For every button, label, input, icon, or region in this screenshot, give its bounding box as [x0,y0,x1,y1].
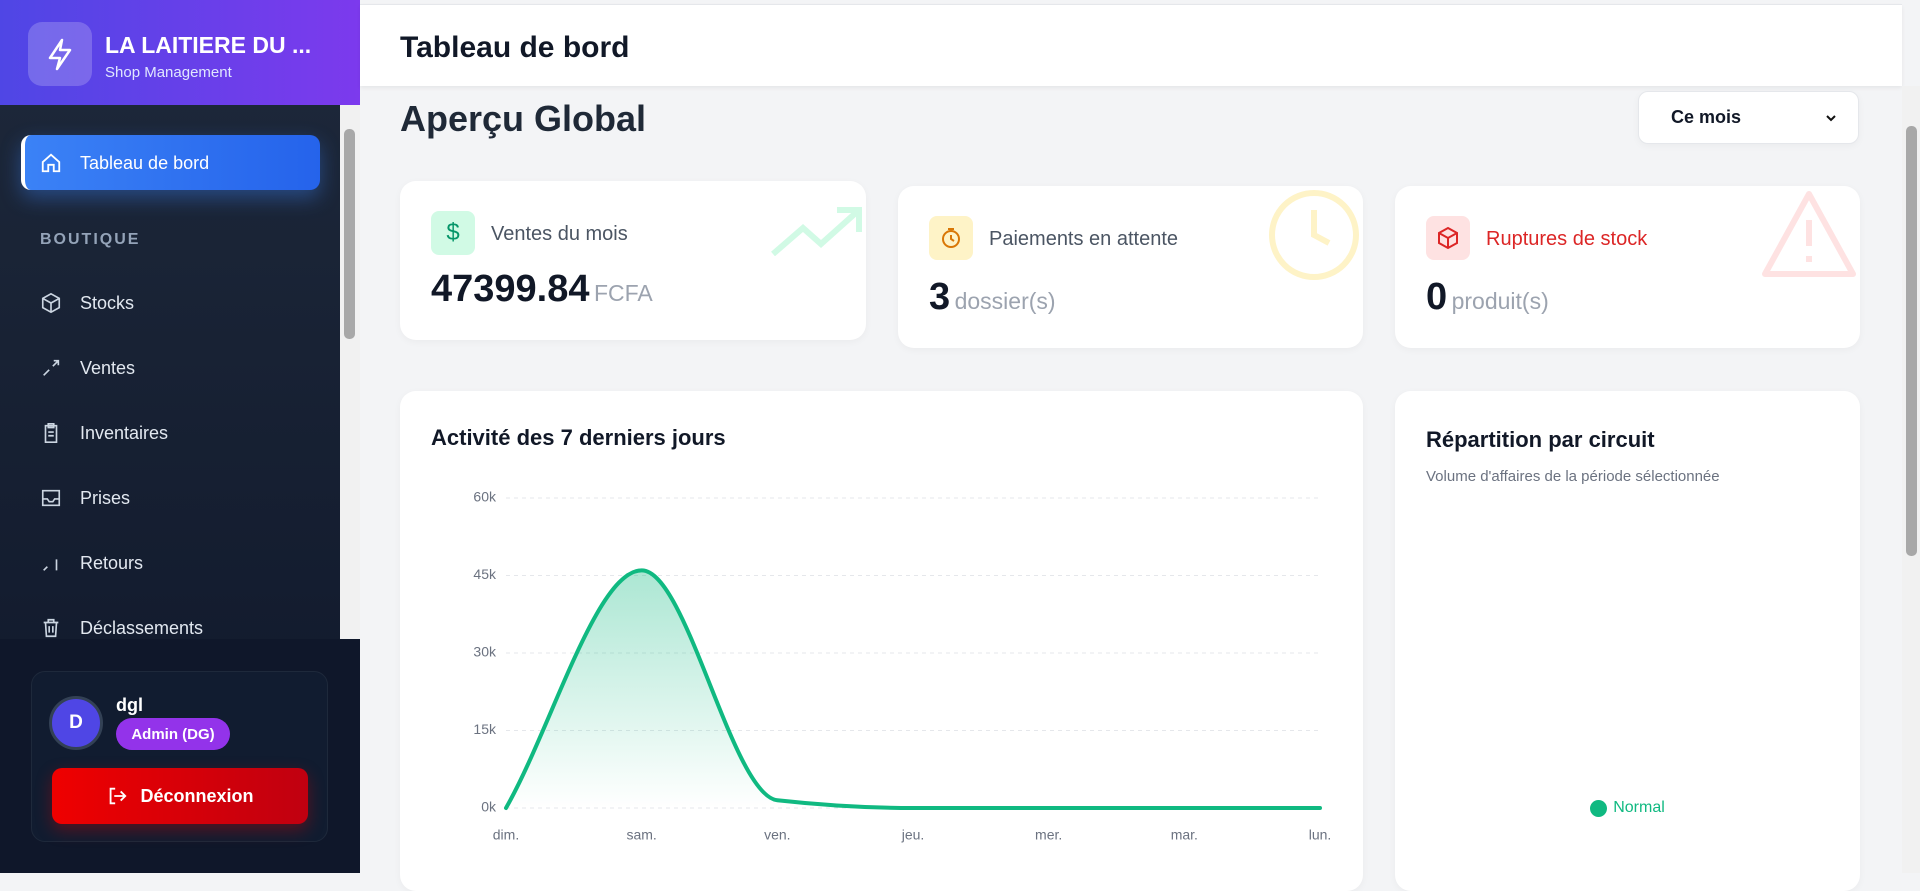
brand-name: LA LAITIERE DU ... [105,32,312,58]
stat-unit: dossier(s) [954,288,1056,314]
x-tick-label: lun. [1309,827,1332,843]
line-chart: Activité des 7 derniers jours 0k 15k 30k 45… [431,425,1332,843]
clipboard-icon [44,423,58,443]
chevron [1826,114,1836,121]
stat-unit: FCFA [593,280,653,306]
scroll-thumb[interactable] [1906,126,1917,556]
stat-label: Ruptures de stock [1486,228,1648,250]
package-glyph [1438,226,1458,250]
sidebar: LA LAITIERE DU ... Shop Management Table… [0,0,360,873]
circuit-subtitle: Volume d'affaires de la période sélectio… [1426,468,1720,485]
clock-glyph [942,228,960,248]
circuit-title: Répartition par circuit [1426,427,1655,452]
x-tick-label: jeu. [901,827,925,843]
stat-value: 0 [1426,276,1448,318]
return-icon [43,559,58,571]
logout-icon [110,787,128,805]
dollar-icon: $ [431,211,475,255]
scroll-thumb[interactable] [344,129,355,339]
user-panel: D dgl Admin (DG) Déconnexion [0,639,360,873]
x-tick-label: mar. [1171,827,1198,843]
nav-item[interactable]: Stocks [40,288,134,318]
legend: Normal [1395,799,1860,817]
trend-decor [771,207,862,256]
area [506,570,1320,808]
clock-decor [1269,190,1359,280]
period-select[interactable]: Ce mois [1638,91,1859,144]
clock-icon [929,216,973,260]
nav-item[interactable]: Inventaires [40,418,168,448]
period-label: Ce mois [1671,107,1742,127]
nav-label: Prises [80,487,131,508]
stat-value: 47399.84 [431,268,590,310]
stat-value: 3 [929,276,951,318]
top-header: Tableau de bord [360,4,1902,86]
stat-label: Ventes du mois [491,223,628,245]
stat-card: Ruptures de stock 0 produit(s) [1395,186,1860,348]
logout-button[interactable]: Déconnexion [52,768,308,824]
nav-item[interactable]: Ventes [40,353,135,383]
stat-value-row: 47399.84 FCFA [431,268,653,311]
nav-label: Stocks [80,292,135,313]
legend-dot [1590,799,1608,817]
nav-label: Retours [80,552,144,573]
stat-card: $ Ventes du mois 47399.84 FCFA [400,181,866,340]
page-title: Tableau de bord [400,31,630,64]
avatar: D [49,696,103,750]
line [504,568,1322,810]
stat-unit: produit(s) [1451,288,1549,314]
stat-card: Paiements en attente 3 dossier(s) [898,186,1363,348]
y-tick-label: 30k [473,644,497,660]
nav-item[interactable]: Tableau de bord [40,148,209,178]
stat-label: Paiements en attente [989,228,1179,250]
brand-subtitle: Shop Management [105,64,232,81]
nav-item[interactable]: Déclassements [40,613,203,643]
y-tick-label: 15k [473,721,497,737]
y-tick-label: 0k [481,799,497,815]
warning-decor [1762,191,1856,277]
inbox-icon [41,489,61,507]
brand-bar: LA LAITIERE DU ... Shop Management [0,0,360,105]
x-tick-label: dim. [493,827,519,843]
bolt-icon [48,38,72,71]
box-icon [41,292,61,314]
legend-item[interactable]: Normal [1590,799,1665,817]
brand-logo [28,22,92,86]
main-scrollbar[interactable] [1902,86,1920,873]
nav-label: Tableau de bord [80,152,210,173]
trash-icon [43,618,59,638]
overview-title: Aperçu Global [400,98,647,139]
nav-label: Inventaires [80,422,169,443]
scrollbar[interactable] [340,105,360,639]
y-tick-label: 60k [473,489,497,505]
nav-item[interactable]: Prises [40,483,130,513]
logout-label: Déconnexion [140,785,254,806]
section-label: BOUTIQUE [40,231,141,248]
x-tick-label: ven. [764,827,790,843]
y-tick-label: 45k [473,566,497,582]
x-tick-label: sam. [626,827,656,843]
chart-title: Activité des 7 derniers jours [431,425,726,450]
circuit-card: Répartition par circuit Volume d'affaire… [1395,391,1860,891]
legend-label: Normal [1613,799,1665,816]
nav-item[interactable]: Retours [40,548,143,578]
stat-value-row: 3 dossier(s) [929,276,1056,319]
x-tick-label: mer. [1035,827,1062,843]
user-name: dgl [116,695,143,715]
package-icon [1426,216,1470,260]
user-card: D dgl Admin (DG) Déconnexion [31,671,328,842]
stat-value-row: 0 produit(s) [1426,276,1549,319]
arrows-icon [43,359,60,376]
nav-label: Déclassements [80,617,204,638]
role-badge: Admin (DG) [116,718,230,750]
home-icon [41,153,61,173]
activity-card: Activité des 7 derniers jours 0k 15k 30k 45… [400,391,1363,891]
nav-label: Ventes [80,357,136,378]
nav-item-active[interactable] [21,135,320,190]
